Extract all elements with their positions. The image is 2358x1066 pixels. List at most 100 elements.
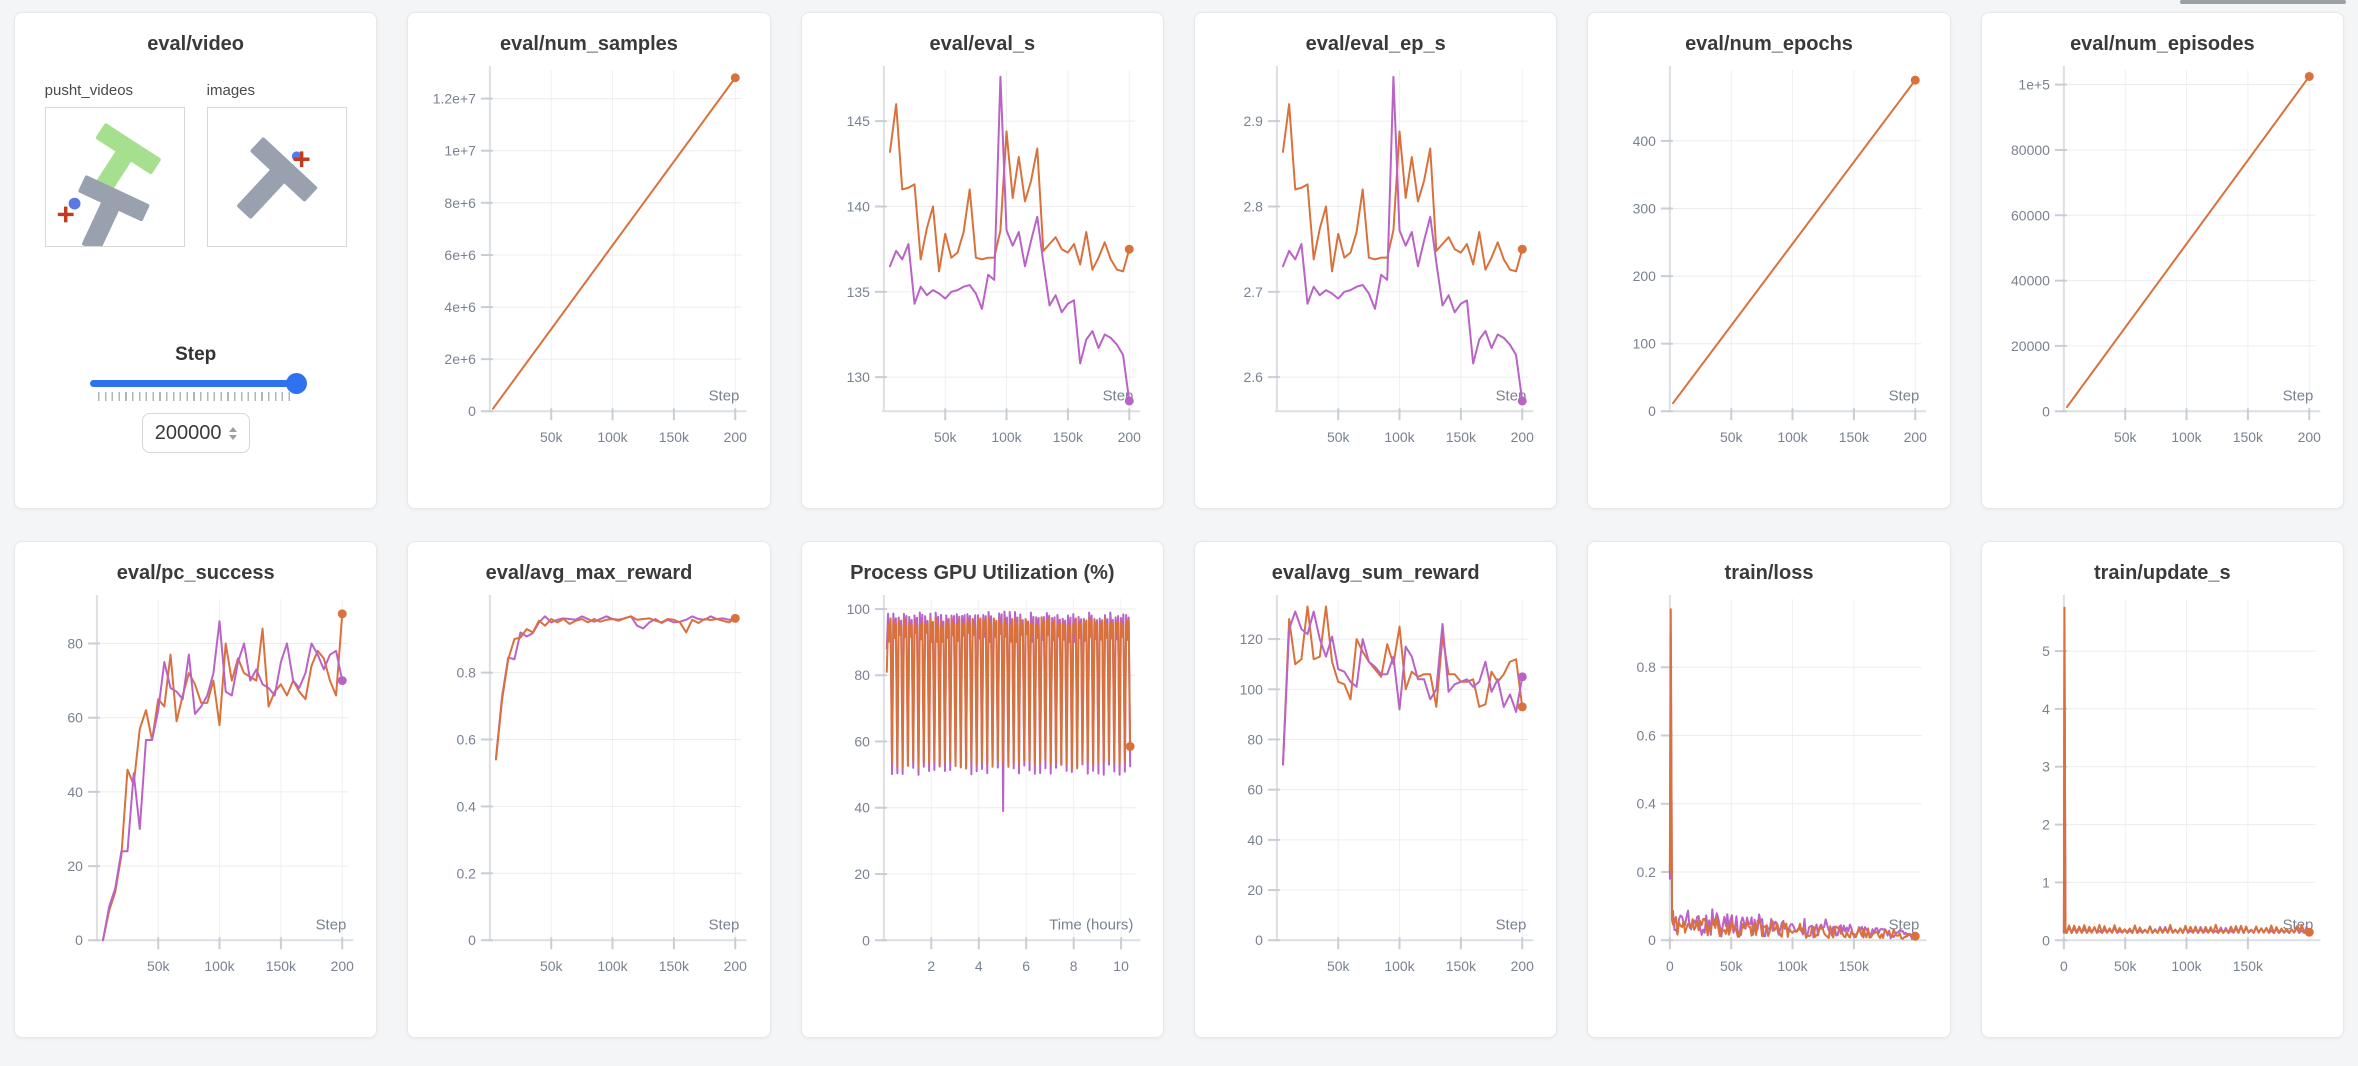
svg-text:100k: 100k (598, 958, 628, 974)
step-slider[interactable] (89, 373, 307, 394)
svg-text:130: 130 (846, 369, 870, 385)
step-value-input[interactable]: 200000 (141, 413, 250, 453)
chart-title: train/update_s (2093, 562, 2231, 584)
chart-plot[interactable]: 0 50k 100k 150k 0 0.2 0.4 0.6 0.8 Step (1610, 589, 1927, 992)
svg-text:0.4: 0.4 (457, 798, 477, 814)
svg-text:150k: 150k (1446, 429, 1476, 445)
svg-text:20: 20 (854, 866, 870, 882)
svg-text:0: 0 (468, 932, 476, 948)
end-dot-orange (1911, 75, 1921, 85)
svg-text:50k: 50k (1720, 958, 1743, 974)
scrollbar-horizontal[interactable] (2180, 0, 2346, 4)
end-dot-orange (337, 609, 347, 619)
panel-eval-num-samples: eval/num_samples 50k 100k 150k 200 0 2e+6 4e+6… (407, 12, 771, 509)
svg-text:80: 80 (1247, 731, 1263, 747)
svg-text:0.2: 0.2 (1637, 864, 1657, 880)
svg-text:50k: 50k (540, 958, 563, 974)
svg-text:20000: 20000 (2011, 338, 2050, 354)
svg-text:0: 0 (2042, 403, 2050, 419)
svg-text:3: 3 (2042, 759, 2050, 775)
svg-text:Time (hours): Time (hours) (1049, 916, 1133, 933)
series-orange-line (2062, 606, 2310, 935)
media-item-pusht-videos: pusht_videos (44, 82, 185, 253)
svg-text:5: 5 (2042, 643, 2050, 659)
svg-text:50k: 50k (1720, 429, 1743, 445)
svg-text:60000: 60000 (2011, 207, 2050, 223)
chart-plot[interactable]: 50k 100k 150k 200 0 0.2 0.4 0.6 0.8 Step (430, 589, 747, 992)
images-thumbnail[interactable] (206, 107, 347, 247)
chart-plot[interactable]: 0 50k 100k 150k 0 1 2 3 4 5 Step (2004, 589, 2321, 992)
chart-plot[interactable]: 50k 100k 150k 200 0 20000 40000 60000 80000 1e+5 S… (2004, 60, 2321, 463)
end-dot-purple (1517, 396, 1527, 406)
svg-text:150k: 150k (1839, 429, 1869, 445)
series-purple-line (1669, 632, 1915, 940)
svg-text:80000: 80000 (2011, 142, 2050, 158)
end-dot-orange (1517, 702, 1527, 712)
pusht-video-thumbnail[interactable] (44, 107, 185, 253)
chart-title: eval/num_episodes (2070, 33, 2255, 55)
svg-text:200: 200 (1511, 429, 1535, 445)
end-dot-orange (1124, 244, 1134, 254)
step-slider-ruler (97, 392, 294, 401)
series-purple-line (1281, 610, 1524, 766)
chart-plot[interactable]: 50k 100k 150k 200 0 100 200 300 400 Step (1610, 60, 1927, 463)
svg-text:Step: Step (1889, 916, 1920, 933)
svg-text:100k: 100k (1778, 429, 1808, 445)
goal-cross (57, 206, 74, 223)
svg-text:200: 200 (724, 958, 748, 974)
end-dot-orange (1911, 931, 1921, 941)
panel-eval-avg-sum-reward: eval/avg_sum_reward 50k 100k 150k 200 0 20 40 6… (1194, 541, 1558, 1038)
chart-plot[interactable]: 50k 100k 150k 200 0 20 40 60 80 100 120 Step (1217, 589, 1534, 992)
panel-eval-video: eval/video pusht_videos (14, 12, 378, 509)
svg-text:200: 200 (331, 958, 355, 974)
panel-eval-num-epochs: eval/num_epochs 50k 100k 150k 200 0 100 200 300… (1587, 12, 1951, 509)
chart-title: train/loss (1724, 562, 1814, 584)
gray-t-shape (236, 137, 317, 219)
svg-text:6: 6 (1022, 958, 1030, 974)
svg-text:60: 60 (67, 710, 83, 726)
svg-text:Step: Step (709, 387, 740, 404)
step-stepper[interactable] (228, 426, 237, 440)
svg-text:0: 0 (2060, 958, 2068, 974)
svg-text:Step: Step (1496, 916, 1527, 933)
step-value[interactable]: 200000 (154, 421, 222, 444)
svg-text:200: 200 (1117, 429, 1141, 445)
svg-text:0: 0 (1648, 403, 1656, 419)
step-slider-knob[interactable] (285, 373, 307, 394)
svg-text:2.8: 2.8 (1243, 198, 1263, 214)
svg-text:0.8: 0.8 (457, 665, 477, 681)
series-purple-line (495, 615, 737, 759)
svg-text:1e+7: 1e+7 (445, 143, 477, 159)
step-slider-track[interactable] (89, 380, 302, 387)
chart-plot[interactable]: 50k 100k 150k 200 130 135 140 145 Step (824, 60, 1141, 463)
panel-gpu-utilization: Process GPU Utilization (%) 2 4 6 8 10 0 20 40 6… (800, 541, 1164, 1038)
svg-text:Step: Step (2282, 387, 2313, 404)
panel-eval-num-episodes: eval/num_episodes 50k 100k 150k 200 0 20000 40… (1980, 12, 2344, 509)
chart-title: eval/eval_ep_s (1305, 33, 1446, 55)
chart-title: eval/avg_max_reward (485, 562, 693, 584)
svg-text:150k: 150k (266, 958, 296, 974)
svg-text:10: 10 (1113, 958, 1129, 974)
end-dot-orange (1517, 244, 1527, 254)
panel-train-loss: train/loss 0 50k 100k 150k 0 0.2 0.4 0.6 0.8 Step (1587, 541, 1951, 1038)
series-orange-line (492, 76, 737, 410)
svg-text:2e+6: 2e+6 (445, 351, 477, 367)
svg-text:2: 2 (2042, 817, 2050, 833)
svg-text:2: 2 (927, 958, 935, 974)
svg-text:60: 60 (1247, 782, 1263, 798)
chart-plot[interactable]: 50k 100k 150k 200 2.6 2.7 2.8 2.9 Step (1217, 60, 1534, 463)
step-increment-icon[interactable] (228, 426, 237, 432)
svg-text:400: 400 (1633, 133, 1657, 149)
svg-text:0: 0 (1666, 958, 1674, 974)
svg-text:6e+6: 6e+6 (445, 247, 477, 263)
chart-plot[interactable]: 50k 100k 150k 200 0 2e+6 4e+6 6e+6 8e+6 1e+7 1.2e+… (430, 60, 747, 463)
chart-plot[interactable]: 2 4 6 8 10 0 20 40 60 80 100 Time (hours) (824, 589, 1141, 992)
chart-title: Process GPU Utilization (%) (850, 562, 1115, 584)
chart-plot[interactable]: 50k 100k 150k 200 0 20 40 60 80 Step (37, 589, 354, 992)
chart-svg: 50k 100k 150k 200 0 20000 40000 60000 80000 1e+5 S… (2011, 65, 2321, 445)
step-decrement-icon[interactable] (228, 434, 237, 440)
